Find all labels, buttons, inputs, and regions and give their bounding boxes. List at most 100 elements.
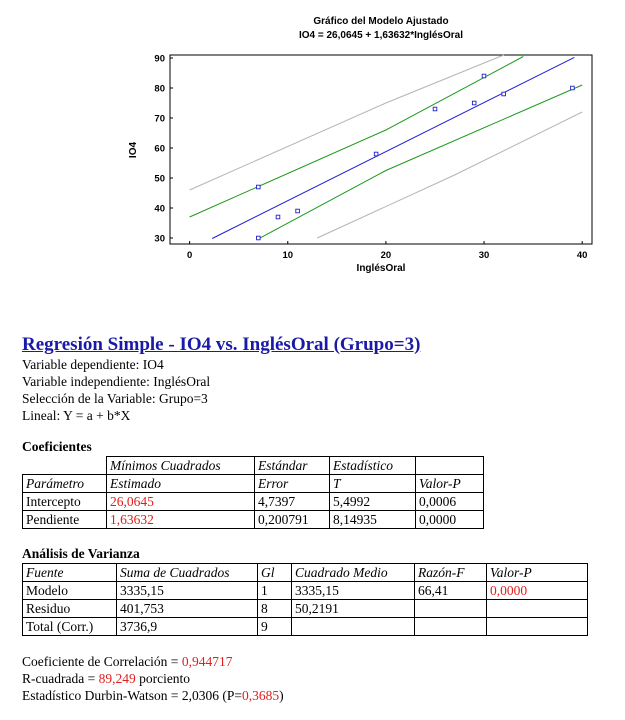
table-cell xyxy=(414,599,487,618)
r-squared-value[interactable]: 89,249 xyxy=(98,671,136,686)
confidence-lower-line xyxy=(258,84,583,240)
header-cell: Parámetro xyxy=(22,474,107,493)
correlation-value[interactable]: 0,944717 xyxy=(181,654,233,669)
r-squared-line: R-cuadrada = 89,249 porciento xyxy=(22,670,190,687)
data-point xyxy=(432,106,438,112)
coefficients-table: Mínimos Cuadrados Estándar Estadístico P… xyxy=(22,456,484,529)
r-squared-label: R-cuadrada = xyxy=(22,671,99,686)
header-cell: Estadístico xyxy=(329,456,416,475)
data-point xyxy=(256,235,261,241)
table-cell: 0,200791 xyxy=(254,510,330,529)
header-cell: Valor-P xyxy=(415,474,484,493)
correlation-label: Coeficiente de Correlación = xyxy=(22,654,182,669)
x-tick-label: 20 xyxy=(381,250,392,261)
header-cell: Estimado xyxy=(106,474,255,493)
table-cell: 3335,15 xyxy=(116,581,258,600)
table-cell xyxy=(291,617,415,636)
header-cell xyxy=(415,456,484,475)
coefficients-heading: Coeficientes xyxy=(22,439,92,454)
data-point xyxy=(501,91,506,97)
y-tick-label: 90 xyxy=(154,54,165,65)
coefficients-header-row-1: Mínimos Cuadrados Estándar Estadístico xyxy=(22,456,484,475)
y-tick-label: 60 xyxy=(154,144,165,155)
table-cell: 50,2191 xyxy=(291,599,415,618)
header-cell: Suma de Cuadrados xyxy=(116,563,258,582)
intercept-estimate[interactable]: 26,0645 xyxy=(106,492,255,511)
table-cell: 401,753 xyxy=(116,599,258,618)
data-point xyxy=(570,85,575,91)
info-independent-variable: Variable independiente: InglésOral xyxy=(22,374,211,389)
data-point xyxy=(471,100,477,106)
table-cell: 1 xyxy=(257,581,292,600)
plot-area xyxy=(189,54,583,241)
table-row: Residuo 401,753 8 50,2191 xyxy=(22,599,588,618)
table-cell: Residuo xyxy=(22,599,117,618)
y-tick-label: 80 xyxy=(154,84,165,95)
model-p-value[interactable]: 0,0000 xyxy=(486,581,588,600)
slope-estimate[interactable]: 1,63632 xyxy=(106,510,255,529)
table-row: Total (Corr.) 3736,9 9 xyxy=(22,617,588,636)
table-cell: 3335,15 xyxy=(291,581,415,600)
data-point xyxy=(275,214,281,220)
prediction-lower-line xyxy=(316,111,583,239)
fitted-model-chart: Gráfico del Modelo Ajustado IO4 = 26,064… xyxy=(128,16,593,274)
durbin-watson-p-value[interactable]: 0,3685 xyxy=(242,688,280,703)
table-cell: Pendiente xyxy=(22,510,107,529)
header-cell: Fuente xyxy=(22,563,117,582)
anova-heading: Análisis de Varianza xyxy=(22,546,140,561)
x-tick-label: 30 xyxy=(479,250,490,261)
y-tick-label: 40 xyxy=(154,204,165,215)
anova-header-row: Fuente Suma de Cuadrados Gl Cuadrado Med… xyxy=(22,563,588,582)
data-point xyxy=(481,73,487,79)
header-cell: Cuadrado Medio xyxy=(291,563,415,582)
table-cell: Modelo xyxy=(22,581,117,600)
y-tick-label: 50 xyxy=(154,174,165,185)
durbin-watson-suffix: ) xyxy=(279,688,284,703)
chart-title: Gráfico del Modelo Ajustado xyxy=(313,16,448,27)
header-cell: T xyxy=(329,474,416,493)
header-cell: Mínimos Cuadrados xyxy=(106,456,255,475)
x-tick-label: 10 xyxy=(282,250,293,261)
header-cell: Razón-F xyxy=(414,563,487,582)
y-axis-label: IO4 xyxy=(128,142,139,159)
table-row: Intercepto 26,0645 4,7397 5,4992 0,0006 xyxy=(22,492,484,511)
data-point xyxy=(295,208,300,214)
header-cell: Estándar xyxy=(254,456,330,475)
table-cell: Intercepto xyxy=(22,492,107,511)
table-cell: 66,41 xyxy=(414,581,487,600)
y-tick-label: 70 xyxy=(154,114,165,125)
table-cell: 8,14935 xyxy=(329,510,416,529)
plot-frame xyxy=(169,54,593,245)
y-tick-label: 30 xyxy=(154,234,165,245)
table-cell: 0,0000 xyxy=(415,510,484,529)
table-cell: 3736,9 xyxy=(116,617,258,636)
header-cell: Error xyxy=(254,474,330,493)
info-selection: Selección de la Variable: Grupo=3 xyxy=(22,391,208,406)
anova-table: Fuente Suma de Cuadrados Gl Cuadrado Med… xyxy=(22,563,588,636)
durbin-watson-line: Estadístico Durbin-Watson = 2,0306 (P=0,… xyxy=(22,687,284,704)
header-cell: Gl xyxy=(257,563,292,582)
table-cell xyxy=(486,599,588,618)
x-tick-label: 0 xyxy=(187,250,192,261)
table-cell: 9 xyxy=(257,617,292,636)
coefficients-header-row-2: Parámetro Estimado Error T Valor-P xyxy=(22,474,484,493)
table-cell: 0,0006 xyxy=(415,492,484,511)
table-cell: 5,4992 xyxy=(329,492,416,511)
prediction-upper-line xyxy=(189,54,504,191)
chart-subtitle: IO4 = 26,0645 + 1,63632*InglésOral xyxy=(299,30,463,41)
report-title[interactable]: Regresión Simple - IO4 vs. InglésOral (G… xyxy=(22,334,421,355)
table-cell xyxy=(486,617,588,636)
r-squared-suffix: porciento xyxy=(135,671,191,686)
table-cell: 4,7397 xyxy=(254,492,330,511)
table-cell: 8 xyxy=(257,599,292,618)
table-row: Pendiente 1,63632 0,200791 8,14935 0,000… xyxy=(22,510,484,529)
info-model: Lineal: Y = a + b*X xyxy=(22,408,131,423)
header-cell: Valor-P xyxy=(486,563,588,582)
header-cell xyxy=(22,456,107,475)
table-row: Modelo 3335,15 1 3335,15 66,41 0,0000 xyxy=(22,581,588,600)
correlation-line: Coeficiente de Correlación = 0,944717 xyxy=(22,653,232,670)
table-cell xyxy=(414,617,487,636)
x-tick-label: 40 xyxy=(577,250,588,261)
x-axis-label: InglésOral xyxy=(357,263,406,274)
table-cell: Total (Corr.) xyxy=(22,617,117,636)
